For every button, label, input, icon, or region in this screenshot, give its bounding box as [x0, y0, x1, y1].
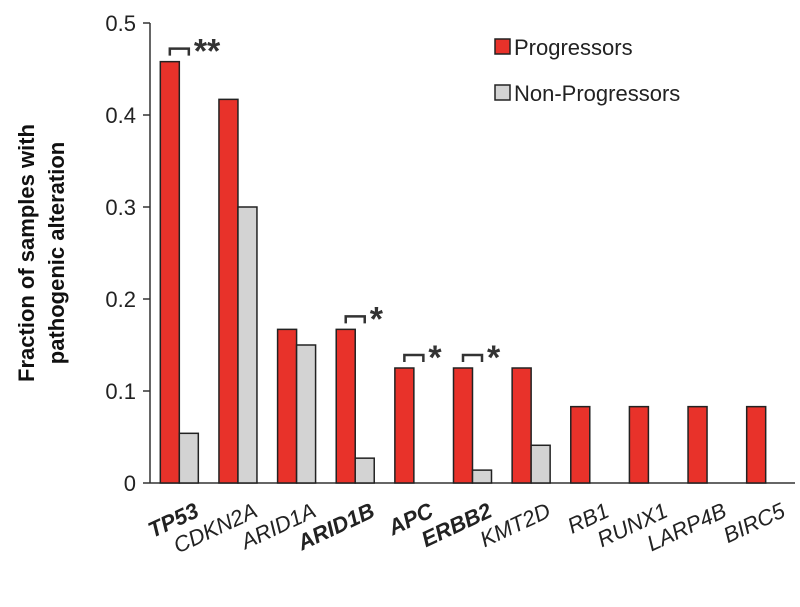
significance-bracket	[403, 353, 425, 362]
y-tick-label: 0.5	[105, 11, 136, 36]
y-axis-title-line-2: pathogenic alteration	[44, 142, 69, 364]
significance-marker: **	[194, 33, 221, 71]
y-axis: 0 0.1 0.2 0.3 0.4 0.5	[105, 11, 151, 496]
y-axis-title: Fraction of samples with pathogenic alter…	[14, 124, 69, 382]
bar-non-progressors-kmt2d	[530, 444, 551, 484]
bar-progressors-rb1	[570, 405, 591, 484]
legend-label-non-progressors: Non-Progressors	[514, 81, 680, 106]
bar-progressors-erbb2	[452, 367, 474, 484]
significance-bracket	[461, 353, 484, 362]
legend-swatch-progressors	[494, 38, 511, 55]
bar-progressors-arid1b	[335, 328, 356, 484]
legend-swatch-non-progressors	[494, 84, 511, 101]
y-tick-label: 0.3	[105, 195, 136, 220]
y-tick-label: 0	[124, 471, 136, 496]
bar-non-progressors-cdkn2a	[237, 206, 258, 484]
bar-non-progressors-tp53	[178, 432, 200, 484]
bar-non-progressors-arid1a	[295, 344, 317, 484]
bar-progressors-birc5	[745, 405, 767, 484]
bar-non-progressors-erbb2	[471, 469, 493, 484]
y-axis-title-line-1: Fraction of samples with	[14, 124, 39, 382]
y-tick-label: 0.2	[105, 287, 136, 312]
bar-progressors-larp4b	[687, 405, 708, 484]
significance-marker: *	[370, 300, 384, 338]
bar-progressors-runx1	[628, 405, 650, 484]
bar-progressors-tp53	[159, 60, 181, 484]
significance-marker: *	[487, 339, 501, 377]
bar-progressors-kmt2d	[511, 367, 532, 484]
y-tick-label: 0.1	[105, 379, 136, 404]
significance-bracket	[168, 47, 191, 56]
bar-non-progressors-arid1b	[354, 457, 375, 484]
bar-progressors-cdkn2a	[218, 98, 239, 484]
y-tick-label: 0.4	[105, 103, 136, 128]
legend-label-progressors: Progressors	[514, 35, 633, 60]
bar-progressors-apc	[394, 367, 415, 484]
bars	[159, 60, 767, 484]
x-category-label: BIRC5	[719, 498, 789, 548]
significance-marker: *	[428, 339, 442, 377]
legend: Progressors Non-Progressors	[494, 35, 680, 106]
significance-annotations: **** *	[168, 33, 501, 377]
significance-bracket	[344, 315, 366, 324]
bar-progressors-arid1a	[276, 328, 298, 484]
